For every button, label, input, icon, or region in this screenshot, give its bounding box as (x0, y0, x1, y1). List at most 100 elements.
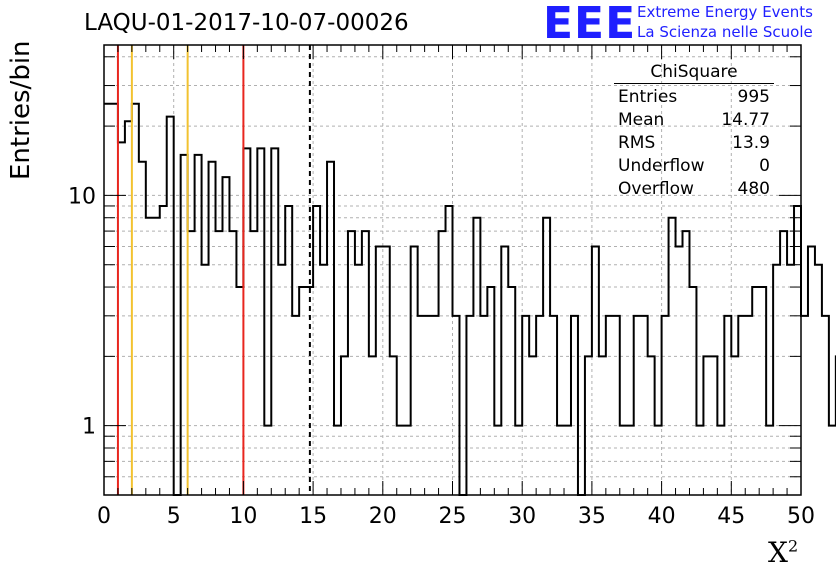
stats-value: 480 (737, 179, 770, 199)
histogram-bar (216, 231, 223, 495)
x-tick-label: 50 (787, 504, 815, 529)
histogram-bar (439, 231, 446, 495)
histogram-bar (738, 316, 745, 495)
histogram-bar (550, 316, 557, 495)
stats-value: 14.77 (721, 110, 770, 130)
x-axis-label: X2 (768, 536, 798, 569)
stats-label: Entries (618, 87, 678, 107)
histogram-bar (125, 121, 132, 495)
histogram-bar (787, 265, 794, 495)
histogram-bar (418, 316, 425, 495)
histogram-bar (453, 316, 460, 495)
stats-box: ChiSquare Entries 995 Mean 14.77 RMS 13.9 U… (612, 62, 776, 201)
y-tick-label: 10 (68, 184, 96, 209)
histogram-bar (773, 265, 780, 495)
histogram-bar (376, 246, 383, 495)
histogram-bar (606, 316, 613, 495)
histogram-bar (522, 316, 529, 495)
histogram-bar (487, 287, 494, 495)
histogram-bar (480, 316, 487, 495)
histogram-bar (243, 148, 250, 495)
histogram-bar (759, 287, 766, 495)
histogram-bar (250, 231, 257, 495)
histogram-bar (355, 265, 362, 495)
stats-row-rms: RMS 13.9 (612, 132, 776, 155)
run-title: LAQU-01-2017-10-07-00026 (84, 10, 409, 36)
x-axis-label-base: X (768, 536, 788, 569)
x-tick-label: 35 (578, 504, 606, 529)
histogram-bar (425, 316, 432, 495)
histogram-bar (780, 231, 787, 495)
histogram-bar (209, 162, 216, 495)
stats-row-mean: Mean 14.77 (612, 109, 776, 132)
eee-logo: EEE (543, 0, 637, 49)
histogram-bar (411, 246, 418, 495)
x-tick-label: 15 (299, 504, 327, 529)
stats-row-overflow: Overflow 480 (612, 178, 776, 201)
histogram-bar (229, 231, 236, 495)
x-tick-label: 40 (648, 504, 676, 529)
histogram-bar (571, 316, 578, 495)
histogram-bar (313, 206, 320, 495)
histogram-bar (292, 316, 299, 495)
stats-value: 995 (737, 87, 770, 107)
histogram-bar (676, 246, 683, 495)
histogram-bar (278, 265, 285, 495)
histogram-bar (662, 316, 669, 495)
histogram-bar (801, 316, 808, 495)
stats-row-entries: Entries 995 (612, 86, 776, 109)
histogram-bar (683, 231, 690, 495)
histogram-bar (348, 231, 355, 495)
histogram-bar (320, 265, 327, 495)
x-tick-label: 5 (167, 504, 181, 529)
y-axis-label: Entries/bin (6, 40, 36, 180)
logo-subtitle-2: La Scienza nelle Scuole (637, 23, 813, 41)
histogram-bar (592, 246, 599, 495)
x-tick-label: 0 (97, 504, 111, 529)
stats-label: RMS (618, 133, 656, 153)
histogram-bar (822, 316, 829, 495)
x-tick-label: 10 (229, 504, 257, 529)
stats-value: 13.9 (732, 133, 770, 153)
histogram-bar (508, 287, 515, 495)
stats-row-underflow: Underflow 0 (612, 155, 776, 178)
histogram-bar (285, 206, 292, 495)
histogram-bar (222, 177, 229, 495)
histogram-bar (536, 316, 543, 495)
stats-title: ChiSquare (614, 62, 774, 84)
histogram-bar (752, 287, 759, 495)
histogram-bar (501, 246, 508, 495)
histogram-bar (327, 162, 334, 495)
histogram-bar (724, 316, 731, 495)
x-tick-label: 30 (508, 504, 536, 529)
histogram-bar (446, 206, 453, 495)
histogram-bar (641, 316, 648, 495)
histogram-bar (466, 316, 473, 495)
histogram-bar (299, 287, 306, 495)
x-tick-label: 25 (439, 504, 467, 529)
stats-label: Mean (618, 110, 665, 130)
histogram-outline (104, 102, 836, 496)
x-tick-label: 20 (369, 504, 397, 529)
histogram-bar (613, 316, 620, 495)
histogram-bar (815, 265, 822, 495)
histogram-bar (167, 117, 174, 495)
stats-value: 0 (759, 156, 770, 176)
histogram-bar (432, 316, 439, 495)
histogram-bar (829, 426, 836, 495)
histogram-bar (188, 231, 195, 495)
logo-subtitle-1: Extreme Energy Events (637, 3, 813, 21)
x-tick-label: 45 (717, 504, 745, 529)
histogram-bar (271, 148, 278, 495)
histogram-bar (689, 287, 696, 495)
histogram-bar (808, 246, 815, 495)
histogram-bar (634, 316, 641, 495)
histogram-bar (139, 162, 146, 495)
stats-label: Overflow (618, 179, 694, 199)
y-tick-label: 1 (82, 415, 96, 440)
histogram-bar (794, 206, 801, 495)
histogram-bar (383, 246, 390, 495)
histogram-bar (362, 231, 369, 495)
histogram-bar (160, 206, 167, 495)
